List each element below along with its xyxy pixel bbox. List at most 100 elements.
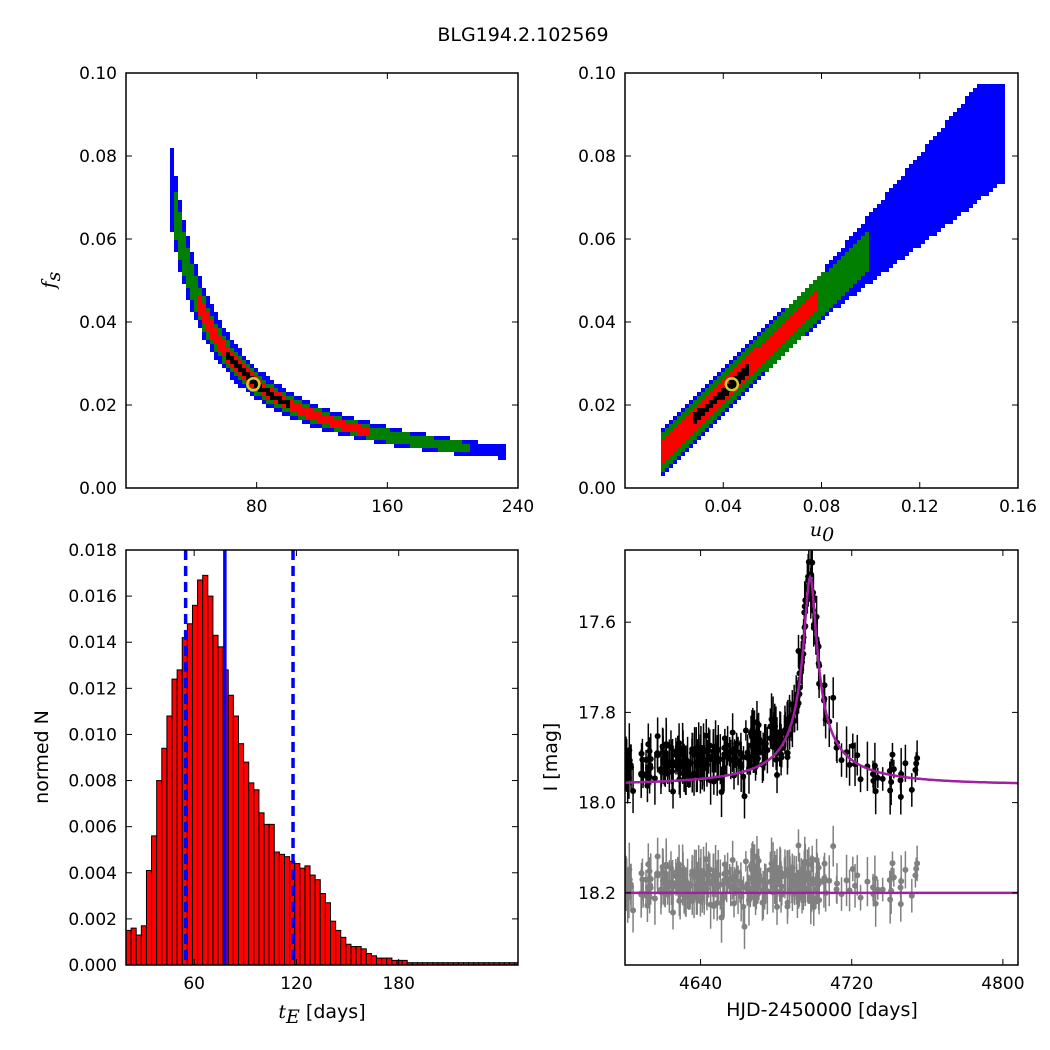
region-cell bbox=[681, 420, 685, 444]
data-point bbox=[887, 787, 894, 794]
histogram-bar bbox=[145, 869, 153, 965]
histogram-bar bbox=[166, 715, 173, 965]
region-cell bbox=[761, 344, 765, 364]
y-tick-label: 0.02 bbox=[79, 396, 117, 416]
histogram-bar bbox=[330, 920, 337, 965]
region-cell bbox=[777, 328, 781, 348]
histogram-bar bbox=[126, 929, 132, 965]
region-cell bbox=[901, 176, 905, 260]
region-cell bbox=[897, 180, 901, 260]
residual-point bbox=[908, 892, 915, 899]
region-cell bbox=[438, 440, 442, 452]
region-cell bbox=[306, 408, 310, 420]
data-point bbox=[871, 762, 878, 769]
region-cell bbox=[198, 296, 202, 316]
data-point bbox=[742, 727, 749, 734]
data-point bbox=[740, 773, 747, 780]
residual-point bbox=[670, 909, 677, 916]
residual-point bbox=[742, 858, 749, 865]
y-tick-label: 18.0 bbox=[578, 794, 616, 814]
y-tick-label: 0.010 bbox=[68, 725, 117, 745]
region-cell bbox=[925, 144, 929, 240]
region-cell bbox=[322, 416, 326, 424]
histogram-bar bbox=[335, 929, 342, 965]
region-cell bbox=[769, 336, 773, 356]
histogram-bar bbox=[350, 946, 357, 965]
axis-label-subscript: E bbox=[285, 1006, 300, 1028]
region-cell bbox=[210, 320, 214, 340]
region-cell bbox=[382, 428, 386, 440]
data-point bbox=[890, 766, 897, 773]
residual-point bbox=[717, 881, 724, 888]
x-tick-label: 0.08 bbox=[803, 497, 841, 517]
region-cell bbox=[218, 336, 222, 352]
histogram-bar bbox=[202, 574, 209, 965]
region-cell bbox=[494, 444, 498, 456]
region-cell bbox=[270, 392, 274, 400]
data-point bbox=[902, 760, 909, 767]
residual-point bbox=[810, 880, 817, 887]
residual-point bbox=[843, 877, 850, 884]
data-point bbox=[717, 756, 724, 763]
residual-point bbox=[816, 878, 823, 885]
region-cell bbox=[222, 340, 226, 356]
region-cell bbox=[677, 424, 681, 448]
region-cell bbox=[809, 296, 813, 316]
y-tick-label: 0.006 bbox=[68, 818, 117, 838]
histogram-bar bbox=[324, 902, 332, 965]
region-cell bbox=[801, 304, 805, 324]
region-cell bbox=[709, 400, 713, 408]
region-cell bbox=[937, 132, 941, 232]
region-cell bbox=[893, 184, 897, 264]
x-tick-label: 4800 bbox=[981, 974, 1024, 994]
data-point bbox=[670, 788, 677, 795]
region-cell bbox=[849, 248, 853, 288]
histogram-bar bbox=[232, 715, 239, 965]
region-cell bbox=[246, 372, 250, 380]
data-point bbox=[703, 732, 710, 739]
histogram-bar bbox=[314, 879, 321, 965]
residual-point bbox=[816, 897, 823, 904]
region-cell bbox=[993, 84, 997, 188]
region-cell bbox=[693, 412, 697, 424]
region-cell bbox=[965, 96, 969, 212]
region-cell bbox=[410, 436, 414, 448]
region-cell bbox=[753, 348, 757, 372]
region-cell bbox=[170, 148, 174, 232]
region-cell bbox=[274, 396, 278, 400]
axis-label-symbol: f bbox=[38, 278, 60, 290]
histogram-bar bbox=[217, 646, 224, 965]
residual-point bbox=[740, 903, 747, 910]
histogram-bar bbox=[135, 934, 142, 965]
region-cell bbox=[450, 440, 454, 452]
region-cell bbox=[765, 340, 769, 360]
region-cell bbox=[258, 384, 262, 392]
region-cell bbox=[885, 192, 889, 272]
histogram-bar bbox=[243, 761, 250, 965]
x-tick-label: 4720 bbox=[830, 974, 873, 994]
histogram-bar bbox=[309, 874, 316, 965]
region-cell bbox=[961, 104, 965, 212]
residual-point bbox=[663, 863, 670, 870]
x-tick-label: 60 bbox=[183, 974, 205, 994]
region-cell bbox=[865, 232, 869, 272]
region-cell bbox=[342, 420, 346, 432]
residual-point bbox=[874, 886, 881, 893]
region-cell bbox=[490, 444, 494, 456]
axis-label-symbol: u bbox=[810, 519, 822, 541]
histogram-bar bbox=[278, 853, 286, 965]
histogram-bar bbox=[273, 851, 280, 965]
data-point bbox=[663, 742, 670, 749]
panel-fs-vs-u0: 0.04 0.08 0.12 0.16 0.00 0.02 0.04 0.06 0.08 0.10… bbox=[578, 64, 1037, 546]
histogram-bar bbox=[207, 595, 214, 965]
data-point bbox=[774, 772, 781, 779]
best-fit-marker bbox=[724, 377, 740, 392]
data-point bbox=[821, 682, 828, 689]
region-cell bbox=[290, 400, 294, 412]
region-cell bbox=[921, 152, 925, 244]
region-cell bbox=[386, 428, 390, 444]
region-cell bbox=[789, 316, 793, 336]
histogram-bar bbox=[268, 823, 275, 965]
histogram-bar bbox=[299, 867, 306, 965]
x-axis-label: u0 bbox=[810, 519, 834, 546]
